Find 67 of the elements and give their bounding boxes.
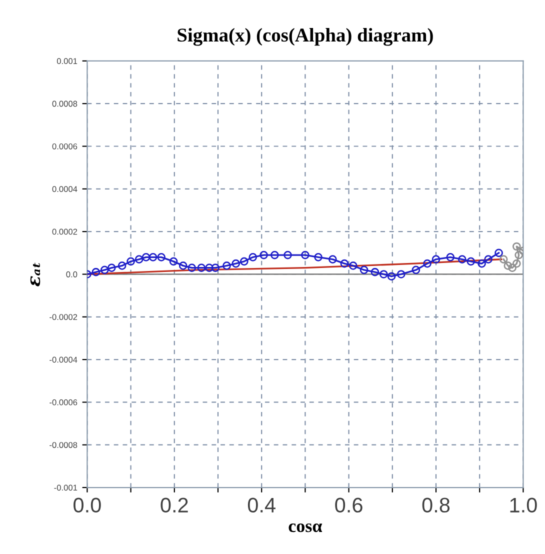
x-tick-label: 0.2 [160,498,188,513]
point [270,250,279,260]
point [446,253,455,262]
x-tick-label: 0.0 [74,498,101,513]
y-tick-label: 0.0008 [52,100,78,107]
point [512,242,521,251]
y-tick-label: 0.0004 [52,186,78,192]
point [197,264,206,272]
y-tick-label: 0.0 [66,271,78,278]
point [360,266,368,274]
point [301,250,310,260]
point [484,255,492,264]
point [340,259,349,268]
x-tick-label: 1.0 [510,498,537,513]
point [423,259,432,268]
point [260,250,268,260]
point [100,266,109,274]
x-tick-label: 0.8 [422,498,450,513]
point [412,266,420,274]
y-tick-label: -0.0004 [50,356,78,363]
y-tick-label: 0.001 [56,58,78,64]
y-tick-label: -0.0002 [50,314,78,320]
point [107,264,116,272]
point [348,262,358,270]
point [211,264,220,272]
y-tick-label: -0.0008 [50,442,78,448]
point [494,248,503,258]
point [205,264,214,272]
point [328,255,337,264]
y-tick-label: -0.0006 [50,399,78,406]
point [222,262,231,270]
point [92,268,100,276]
y-tick-label: 0.0006 [52,143,78,150]
point [178,262,188,270]
point [232,259,240,268]
point [466,257,476,266]
point [458,255,466,264]
point [396,270,406,278]
point [504,262,512,270]
y-axis-title: εₐₜ [30,262,40,286]
point [432,255,440,264]
point [240,257,248,266]
point [478,259,486,268]
point [157,253,166,262]
point [514,250,524,260]
point [499,255,508,264]
point [188,264,196,272]
y-tick-label: -0.001 [54,484,78,491]
point [508,264,516,272]
chart-title: Sigma(x) (cos(Alpha) diagram) [178,28,433,46]
point [380,270,388,278]
x-tick-label: 0.4 [248,498,276,513]
point [134,255,144,264]
y-tick-label: 0.0002 [52,228,78,235]
point [118,262,126,270]
x-axis-title: cosα [288,523,322,532]
point [512,259,521,268]
point [314,253,322,262]
point [284,250,292,260]
point [169,257,178,266]
point [248,253,258,262]
point [387,272,396,281]
point [148,253,158,262]
point [142,253,150,262]
point [126,257,135,266]
point [370,268,380,276]
x-tick-label: 0.6 [335,498,362,513]
